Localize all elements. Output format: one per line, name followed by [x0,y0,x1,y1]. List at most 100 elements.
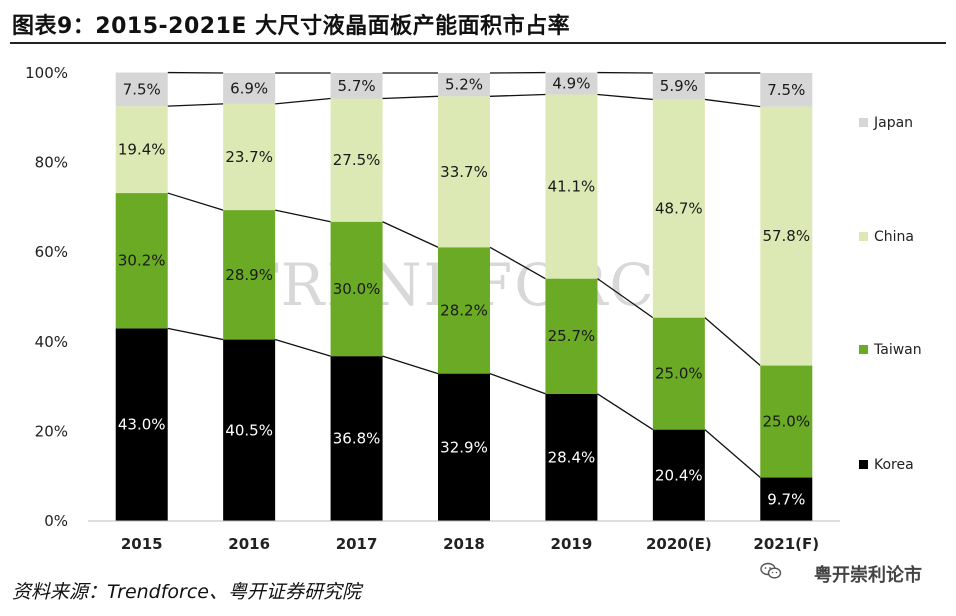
series-connector-line [597,93,653,101]
series-connector-line [704,317,761,367]
bar-taiwan [115,193,168,329]
data-label: 9.7% [767,490,805,508]
bar-korea [438,373,490,521]
data-label: 30.2% [118,252,166,270]
data-label: 57.8% [762,227,810,245]
account-name: 粤开崇利论市 [814,565,922,586]
series-connector-line [275,209,331,223]
series-connector-line [167,327,224,341]
data-label: 25.0% [762,413,810,431]
series-connector-line [704,98,761,108]
x-category-label: 2015 [121,535,163,553]
data-label: 20.4% [655,466,703,484]
series-connector-line [597,278,654,319]
chart-title: 图表9：2015-2021E 大尺寸液晶面板产能面积市占率 [12,14,571,39]
bar-japan [330,73,383,99]
data-label: 30.0% [333,280,381,298]
bar-china [330,98,383,222]
bar-taiwan [652,317,705,430]
x-category-label: 2019 [551,535,593,553]
data-label: 4.9% [552,75,590,93]
bar-korea [760,477,813,521]
data-label: 5.9% [660,77,698,95]
bar-taiwan [223,210,276,340]
bar-china [545,94,598,279]
series-connector-line [167,192,224,211]
series-connector-line [382,221,439,248]
bar-china [760,106,813,366]
bar-japan [115,72,168,107]
legend-swatch [859,232,868,241]
y-tick-label: 80% [35,154,68,172]
bar-china [223,103,276,211]
x-category-label: 2016 [228,535,270,553]
bar-korea [545,393,598,521]
data-label: 23.7% [225,148,273,166]
series-connector-line [275,97,331,105]
data-label: 25.7% [548,327,596,345]
x-category-label: 2018 [443,535,485,553]
series-connector-line [489,372,546,395]
series-connector-line [489,246,546,280]
y-tick-label: 40% [35,333,68,351]
data-label: 28.4% [548,448,596,466]
bar-china [652,99,705,318]
data-label: 48.7% [655,200,703,218]
stacked-bar-chart: TRENDFORCE 43.0%30.2%19.4%7.5%40.5%28.9%… [25,64,922,553]
y-tick-label: 60% [35,243,68,261]
bar-taiwan [438,247,490,374]
legend-label: Taiwan [873,342,922,358]
bar-korea [652,429,705,521]
series-connector-line [704,429,761,479]
data-label: 40.5% [225,421,273,439]
bar-taiwan [330,221,383,357]
x-category-label: 2021(F) [753,535,819,553]
bar-japan [545,72,598,95]
series-connector-line [489,93,546,97]
bar-korea [330,356,383,521]
data-label: 27.5% [333,151,381,169]
data-label: 36.8% [333,430,381,448]
source-note: 资料来源：Trendforce、粤开证券研究院 [12,581,361,603]
data-label: 33.7% [440,163,488,181]
legend-label: Korea [874,457,914,473]
data-label: 25.0% [655,365,703,383]
bar-japan [760,73,813,107]
series-connector-line [597,393,654,431]
y-tick-label: 100% [25,64,68,82]
series-connector-line [274,338,331,357]
data-label: 5.2% [445,76,483,94]
data-label: 7.5% [767,81,805,99]
series-connector-line [382,355,439,375]
bar-china [115,106,168,194]
y-tick-label: 0% [44,512,68,530]
series-connector-line [167,103,224,107]
legend-swatch [859,118,868,127]
bar-japan [223,73,276,104]
bar-china [438,96,490,248]
data-label: 28.9% [225,266,273,284]
bar-korea [223,339,276,521]
data-label: 7.5% [123,80,161,98]
data-label: 32.9% [440,438,488,456]
wechat-icon [760,562,782,579]
data-label: 6.9% [230,79,268,97]
title-divider [10,42,946,44]
data-label: 5.7% [338,77,376,95]
bar-taiwan [760,365,813,478]
data-label: 43.0% [118,416,166,434]
data-label: 41.1% [548,178,596,196]
y-tick-label: 20% [35,422,68,440]
legend-swatch [859,345,868,354]
x-category-label: 2017 [336,535,378,553]
bar-japan [652,73,705,100]
bar-korea [115,328,168,521]
bar-taiwan [545,278,598,394]
legend-label: Japan [873,115,913,131]
series-connector-line [382,95,439,100]
bar-japan [438,73,490,97]
x-category-label: 2020(E) [646,535,712,553]
data-label: 19.4% [118,141,166,159]
legend-swatch [859,460,868,469]
data-label: 28.2% [440,301,488,319]
